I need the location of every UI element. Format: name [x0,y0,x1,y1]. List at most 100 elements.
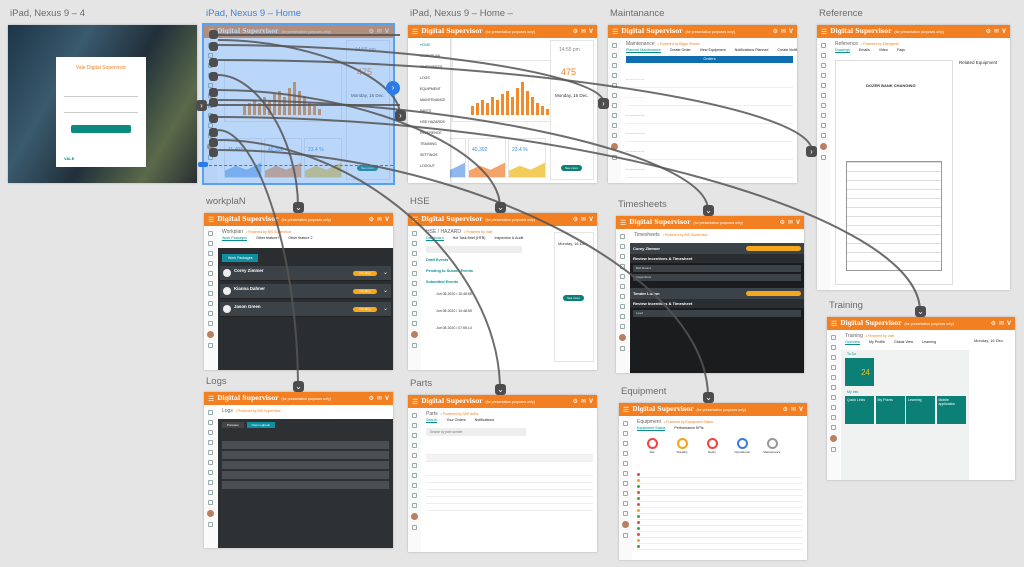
approve-toggle[interactable] [746,246,801,251]
document-viewer[interactable]: DOZER BANK CHANGING [835,60,953,285]
tab[interactable]: My Profile [868,340,885,344]
sidebar-nav-icon[interactable] [612,53,617,58]
order-row[interactable]: — — — — — [626,142,793,160]
tab[interactable]: Overview [845,340,860,345]
sidebar-nav-icon[interactable] [412,443,417,448]
sidebar-nav-icon[interactable] [612,73,617,78]
avatar[interactable] [207,331,214,338]
info-tile[interactable]: Quick Links [845,396,874,424]
avatar[interactable] [611,143,618,150]
gear-icon[interactable]: ⚙ [572,217,578,223]
sidebar-nav-icon[interactable] [612,63,617,68]
worker-row[interactable]: Jason Green Pending ⌄ [220,302,391,317]
sidebar-nav-icon[interactable] [412,413,417,418]
chevron-down-icon[interactable]: ⌄ [382,270,388,276]
timesheet-row[interactable]: Bolt Round [633,265,801,272]
settings-icon[interactable] [412,343,417,348]
sidebar-nav-icon[interactable] [821,63,826,68]
avatar[interactable] [207,510,214,517]
sidebar-nav-icon[interactable] [412,503,417,508]
link-handle[interactable] [209,98,218,107]
nav-menu-item[interactable]: LOGOUT [420,164,435,168]
sidebar-nav-icon[interactable] [208,321,213,326]
sidebar-nav-icon[interactable] [412,321,417,326]
parts-row[interactable] [426,476,593,483]
nav-menu-item[interactable]: PARTS [420,109,432,113]
scroll-marker[interactable] [204,165,393,166]
settings-icon[interactable] [821,155,826,160]
part-search-input[interactable]: Search by part number [426,428,526,436]
sidebar-nav-icon[interactable] [623,471,628,476]
tab[interactable]: Emails [858,48,870,52]
equipment-row[interactable] [637,502,803,508]
sidebar-nav-icon[interactable] [208,311,213,316]
artboard-reference[interactable]: ☰ Digital Supervisor (for presentation pur… [817,25,1010,290]
menu-icon[interactable]: ☰ [620,219,627,227]
avatar[interactable] [820,143,827,150]
artboard-logs[interactable]: ☰ Digital Supervisor (for presentation pur… [204,392,393,548]
sidebar-nav-icon[interactable] [620,264,625,269]
nav-menu-item[interactable]: HSE HAZARDS [420,120,445,124]
link-target-icon[interactable]: ⌄ [703,392,714,403]
tab[interactable]: Create Order [669,48,691,52]
artboard-workplan[interactable]: ☰ Digital Supervisor (for presentation pur… [204,213,393,370]
info-tile[interactable]: Learning [906,396,935,424]
sidebar-nav-icon[interactable] [208,490,213,495]
artboard-homemenu[interactable]: ☰ Digital Supervisor (for presentation pur… [408,25,597,183]
artboard-home[interactable]: ☰Digital Supervisor(for presentation pur… [202,23,395,185]
menu-icon[interactable]: ☰ [821,28,828,36]
sidebar-nav-icon[interactable] [208,430,213,435]
gear-icon[interactable]: ⚙ [782,407,788,413]
chevron-down-icon[interactable]: ⌄ [382,288,388,294]
login-button[interactable] [71,125,131,133]
timesheet-row[interactable]: Load [633,310,801,317]
search-input[interactable] [426,246,522,253]
sidebar-nav-icon[interactable] [620,234,625,239]
sidebar-nav-icon[interactable] [412,423,417,428]
chat-icon[interactable]: ✉ [580,29,586,35]
tab[interactable]: Search [426,418,438,423]
artboard-label[interactable]: Training [829,300,863,311]
parts-row[interactable] [426,497,593,504]
menu-icon[interactable]: ☰ [208,216,215,224]
chat-icon[interactable]: ✉ [998,321,1004,327]
sidebar-nav-icon[interactable] [620,314,625,319]
tab[interactable]: Hot Task Brief (HTB) [452,236,486,240]
avatar[interactable] [411,331,418,338]
sidebar-nav-icon[interactable] [821,103,826,108]
settings-icon[interactable] [612,155,617,160]
sidebar-nav-icon[interactable] [412,291,417,296]
status-pill[interactable]: Pending [353,307,377,312]
tab[interactable]: Learning [922,340,937,344]
sidebar-nav-icon[interactable] [821,83,826,88]
link-handle[interactable] [209,42,218,51]
link-target-icon[interactable]: ⌄ [703,205,714,216]
menu-icon[interactable]: ☰ [412,398,419,406]
artboard-label[interactable]: iPad, Nexus 9 – 4 [10,8,85,19]
order-row[interactable]: — — — — — [626,106,793,124]
tab[interactable]: Performance KPIs [674,426,704,430]
link-handle[interactable] [209,30,218,39]
worker-row[interactable]: Kianna Dahner Pending ⌄ [220,284,391,299]
chat-icon[interactable]: ✉ [376,217,382,223]
nav-menu-item[interactable]: SETTINGS [420,153,438,157]
log-entry[interactable] [222,441,389,449]
equipment-row[interactable] [637,514,803,520]
sidebar-nav-icon[interactable] [208,281,213,286]
artboard-login[interactable]: Vale Digital Supervisor VALE [8,25,197,183]
order-row[interactable]: — — — — — [626,160,793,178]
sidebar-nav-icon[interactable] [620,324,625,329]
gear-icon[interactable]: ⚙ [572,29,578,35]
artboard-label[interactable]: Maintanance [610,8,665,19]
artboard-label[interactable]: Parts [410,378,433,389]
log-entry[interactable] [222,471,389,479]
menu-icon[interactable]: ☰ [412,216,419,224]
menu-icon[interactable]: ☰ [208,395,215,403]
sidebar-nav-icon[interactable] [412,483,417,488]
sidebar-nav-icon[interactable] [831,415,836,420]
password-field[interactable] [64,105,138,113]
tab[interactable]: Notifications [474,418,495,422]
sidebar-nav-icon[interactable] [620,304,625,309]
equipment-row[interactable] [637,484,803,490]
chat-icon[interactable]: ✉ [580,399,586,405]
